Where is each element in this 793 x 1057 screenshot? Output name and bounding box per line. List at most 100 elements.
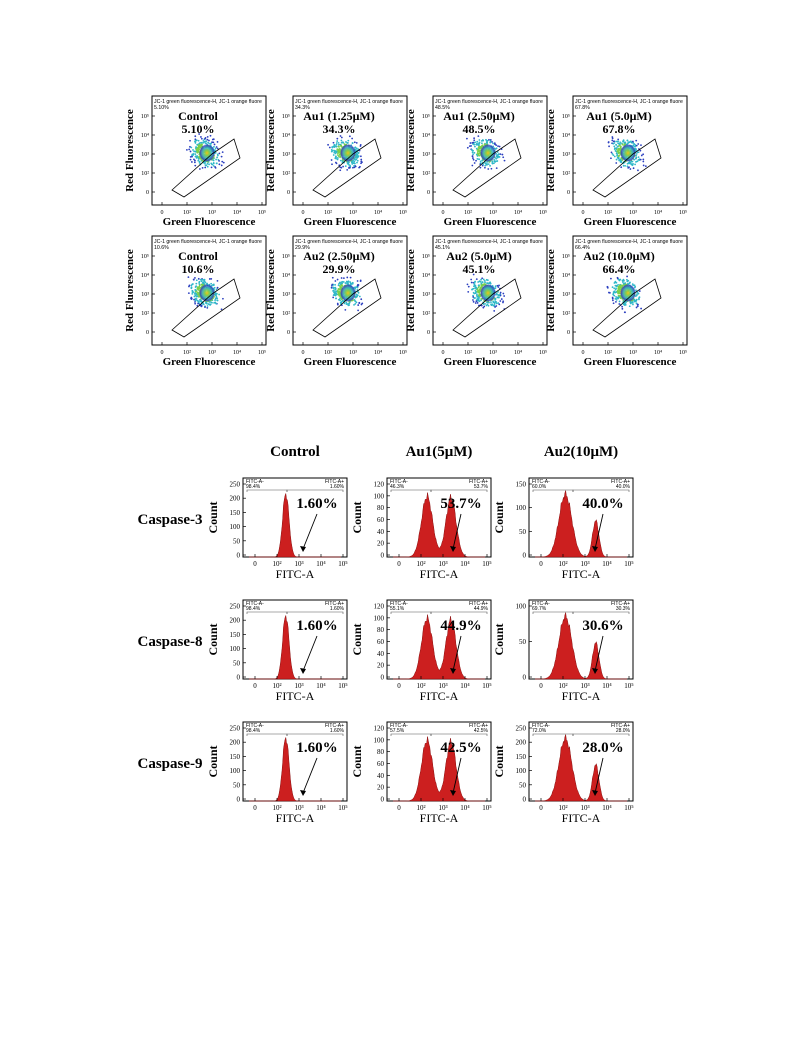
neg-gate-percent: 60.0% — [532, 484, 547, 490]
density-dot — [623, 311, 626, 314]
density-dot — [621, 307, 624, 310]
density-dot — [491, 141, 493, 143]
sample-label: Au1 (5.0μM) — [586, 109, 651, 123]
density-dot — [191, 155, 193, 158]
density-dot — [637, 143, 640, 145]
x-tick-label: 10⁴ — [316, 804, 326, 812]
density-dot — [206, 138, 209, 141]
gate-polygon — [171, 138, 241, 198]
y-tick-label: 200 — [230, 617, 241, 625]
density-dot — [472, 157, 474, 159]
y-tick-label: 0 — [567, 190, 570, 196]
density-dot — [195, 285, 198, 288]
density-dot — [477, 143, 480, 146]
density-dot — [620, 161, 623, 164]
density-dot — [616, 154, 619, 156]
y-tick-label: 10⁴ — [141, 133, 149, 139]
density-dot — [190, 284, 193, 287]
x-tick-label: 10⁴ — [460, 560, 470, 568]
y-tick-label: 0 — [427, 190, 430, 196]
density-dot — [472, 141, 475, 144]
density-dot — [487, 168, 490, 170]
density-dot — [351, 142, 354, 145]
density-dot — [640, 154, 643, 157]
density-dot — [612, 142, 615, 145]
density-dot — [342, 277, 345, 280]
x-tick-label: 10⁴ — [460, 804, 470, 812]
density-dot — [197, 277, 200, 280]
density-dot — [479, 166, 482, 169]
gate-polygon — [452, 138, 522, 198]
density-dot — [474, 145, 476, 148]
x-tick-label: 10⁵ — [258, 210, 266, 216]
positive-percent: 40.0% — [582, 496, 623, 512]
density-dot — [197, 159, 200, 162]
density-dot — [486, 301, 488, 304]
density-dot — [356, 161, 358, 164]
y-tick-label: 10³ — [562, 292, 570, 298]
density-dot — [481, 281, 484, 284]
density-dot — [338, 143, 340, 146]
neg-gate-percent: 98.4% — [246, 484, 261, 490]
density-dot — [634, 145, 636, 148]
y-tick-label: 80 — [377, 748, 385, 756]
density-dot — [342, 165, 344, 168]
x-tick-label: 10³ — [208, 210, 216, 216]
density-dot — [638, 290, 641, 292]
density-dot — [621, 143, 624, 146]
x-tick-label: 10⁵ — [539, 210, 547, 216]
y-tick-label: 200 — [230, 495, 241, 503]
density-dot — [194, 150, 196, 153]
density-dot — [471, 288, 474, 291]
y-tick-label: 100 — [374, 614, 385, 622]
density-dot — [327, 143, 329, 146]
pos-gate-percent: 28.0% — [616, 728, 631, 734]
x-tick-label: 10² — [464, 350, 472, 356]
density-dot — [336, 137, 339, 140]
density-dot — [196, 151, 199, 154]
y-axis-label: Count — [492, 501, 506, 533]
density-dot — [476, 152, 479, 155]
y-tick-label: 10⁵ — [141, 114, 149, 120]
density-dot — [495, 305, 498, 307]
density-dot — [208, 139, 210, 142]
density-dot — [495, 293, 498, 296]
y-axis-label: Red Fluorescence — [124, 109, 136, 192]
neg-gate-percent: 55.1% — [390, 606, 405, 612]
density-dot — [473, 162, 476, 164]
gate-percent: 29.9% — [323, 262, 356, 276]
density-dot — [620, 166, 623, 169]
density-dot — [470, 281, 473, 284]
density-dot — [339, 169, 342, 172]
jc1-panel: JC-1 green fluorescence-H, JC-1 orange f… — [124, 235, 267, 368]
density-dot — [472, 273, 475, 276]
density-dot — [475, 147, 478, 150]
density-dot — [621, 305, 624, 308]
density-dot — [332, 294, 335, 297]
neg-gate-percent: 98.4% — [246, 728, 261, 734]
pos-gate-percent: 1.60% — [330, 606, 345, 612]
histogram-area — [249, 737, 341, 802]
density-dot — [209, 303, 212, 306]
plot-frame — [528, 599, 634, 680]
density-dot — [194, 153, 197, 156]
y-tick-label: 0 — [381, 552, 385, 560]
density-dot — [330, 150, 333, 153]
gate-percent: 48.5% — [463, 122, 496, 136]
density-dot — [204, 140, 207, 143]
pos-gate-percent: 1.60% — [330, 484, 345, 490]
density-dot — [632, 284, 635, 287]
density-dot — [190, 287, 193, 290]
density-dot — [215, 302, 218, 305]
x-tick-label: 10³ — [208, 350, 216, 356]
density-dot — [335, 297, 337, 300]
density-dot — [476, 140, 479, 143]
y-tick-label: 0 — [146, 330, 149, 336]
density-dot — [346, 276, 349, 279]
density-dot — [616, 152, 618, 155]
density-dot — [472, 153, 475, 156]
histogram-area — [393, 492, 485, 558]
density-dot — [353, 162, 356, 165]
pos-gate-percent: 42.5% — [474, 728, 489, 734]
density-dot — [494, 300, 497, 302]
